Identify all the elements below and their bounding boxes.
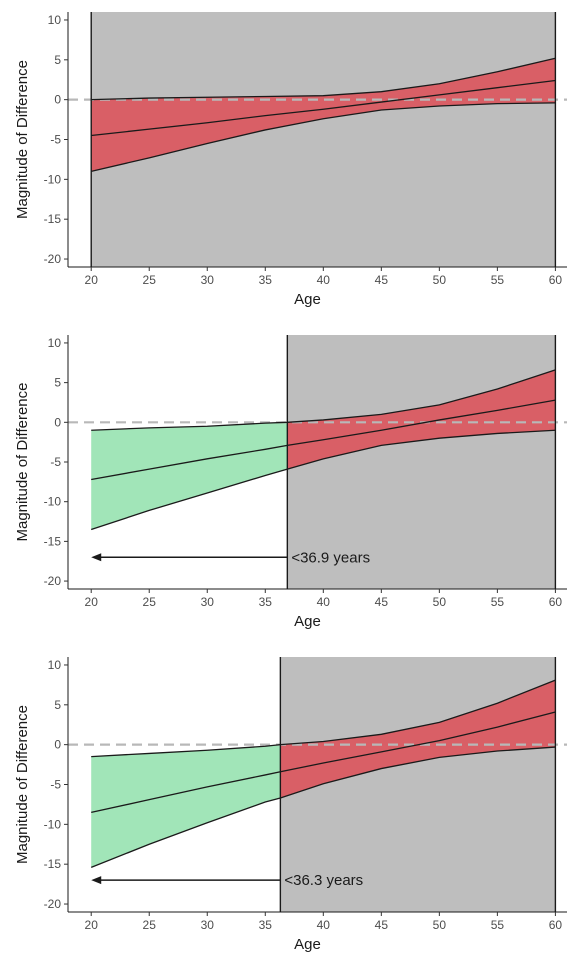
y-tick-label: 10 <box>48 13 62 27</box>
y-tick-label: -20 <box>44 897 62 911</box>
y-tick-label: -5 <box>50 133 61 147</box>
x-tick-label: 55 <box>491 273 505 287</box>
annotation-label: <36.9 years <box>291 549 370 566</box>
y-tick-label: 0 <box>54 738 61 752</box>
x-tick-label: 30 <box>201 595 215 609</box>
x-tick-label: 35 <box>259 918 273 932</box>
y-tick-label: -15 <box>44 534 62 548</box>
x-tick-label: 20 <box>85 595 99 609</box>
arrow-head-icon <box>91 553 102 562</box>
ci-band-nonsignificant <box>280 680 556 799</box>
annotation-label: <36.3 years <box>284 872 363 889</box>
y-tick-label: 5 <box>54 376 61 390</box>
y-axis-title: Magnitude of Difference <box>14 60 31 219</box>
x-tick-label: 60 <box>549 918 563 932</box>
ci-band-significant <box>91 422 288 530</box>
y-tick-label: 0 <box>54 415 61 429</box>
x-tick-label: 20 <box>85 918 99 932</box>
estimate-line <box>91 399 556 481</box>
ci-band-significant <box>91 744 281 868</box>
y-tick-label: -15 <box>44 212 62 226</box>
x-tick-label: 55 <box>491 918 505 932</box>
shaded-region <box>287 335 556 589</box>
x-tick-label: 45 <box>375 918 389 932</box>
panel-1: 20 25 30 35 40 45 50 55 601050-5-10-15-20AgeMagn… <box>14 12 567 308</box>
x-tick-label: 25 <box>143 273 157 287</box>
y-tick-label: -10 <box>44 817 62 831</box>
x-axis-title: Age <box>294 291 321 308</box>
y-tick-label: -10 <box>44 495 62 509</box>
y-tick-label: -20 <box>44 252 62 266</box>
x-tick-label: 40 <box>317 273 331 287</box>
arrow-head-icon <box>91 876 102 885</box>
x-tick-label: 30 <box>201 273 215 287</box>
ci-lower-line <box>91 429 556 531</box>
ci-lower-line <box>91 102 556 173</box>
y-tick-label: 10 <box>48 336 62 350</box>
y-tick-label: 5 <box>54 53 61 67</box>
y-tick-label: -10 <box>44 172 62 186</box>
x-tick-label: 60 <box>549 595 563 609</box>
y-tick-label: -15 <box>44 857 62 871</box>
x-axis-title: Age <box>294 613 321 630</box>
x-tick-label: 60 <box>549 273 563 287</box>
ci-upper-line <box>91 679 556 758</box>
x-axis-title: Age <box>294 936 321 953</box>
x-tick-label: 40 <box>317 595 331 609</box>
ci-upper-line <box>91 57 556 101</box>
x-tick-label: 45 <box>375 595 389 609</box>
x-tick-label: 25 <box>143 918 157 932</box>
estimate-line <box>91 711 556 814</box>
y-axis-title: Magnitude of Difference <box>14 383 31 542</box>
y-tick-label: 5 <box>54 698 61 712</box>
y-tick-label: -5 <box>50 455 61 469</box>
panel-3: 20 25 30 35 40 45 50 55 601050-5-10-15-20AgeMagn… <box>14 657 567 953</box>
y-tick-label: 0 <box>54 93 61 107</box>
x-tick-label: 40 <box>317 918 331 932</box>
x-tick-label: 30 <box>201 918 215 932</box>
ci-upper-line <box>91 369 556 431</box>
x-tick-label: 50 <box>433 273 447 287</box>
y-tick-label: -5 <box>50 778 61 792</box>
y-tick-label: -20 <box>44 574 62 588</box>
y-tick-label: 10 <box>48 658 62 672</box>
x-tick-label: 25 <box>143 595 157 609</box>
x-tick-label: 20 <box>85 273 99 287</box>
x-tick-label: 50 <box>433 595 447 609</box>
estimate-line <box>91 79 556 137</box>
ci-lower-line <box>90 746 556 868</box>
ci-band-nonsignificant <box>287 369 556 470</box>
y-axis-title: Magnitude of Difference <box>14 705 31 864</box>
x-tick-label: 55 <box>491 595 505 609</box>
x-tick-label: 50 <box>433 918 447 932</box>
x-tick-label: 35 <box>259 595 273 609</box>
x-tick-label: 45 <box>375 273 389 287</box>
panel-2: 20 25 30 35 40 45 50 55 601050-5-10-15-20AgeMagn… <box>14 335 567 630</box>
x-tick-label: 35 <box>259 273 273 287</box>
